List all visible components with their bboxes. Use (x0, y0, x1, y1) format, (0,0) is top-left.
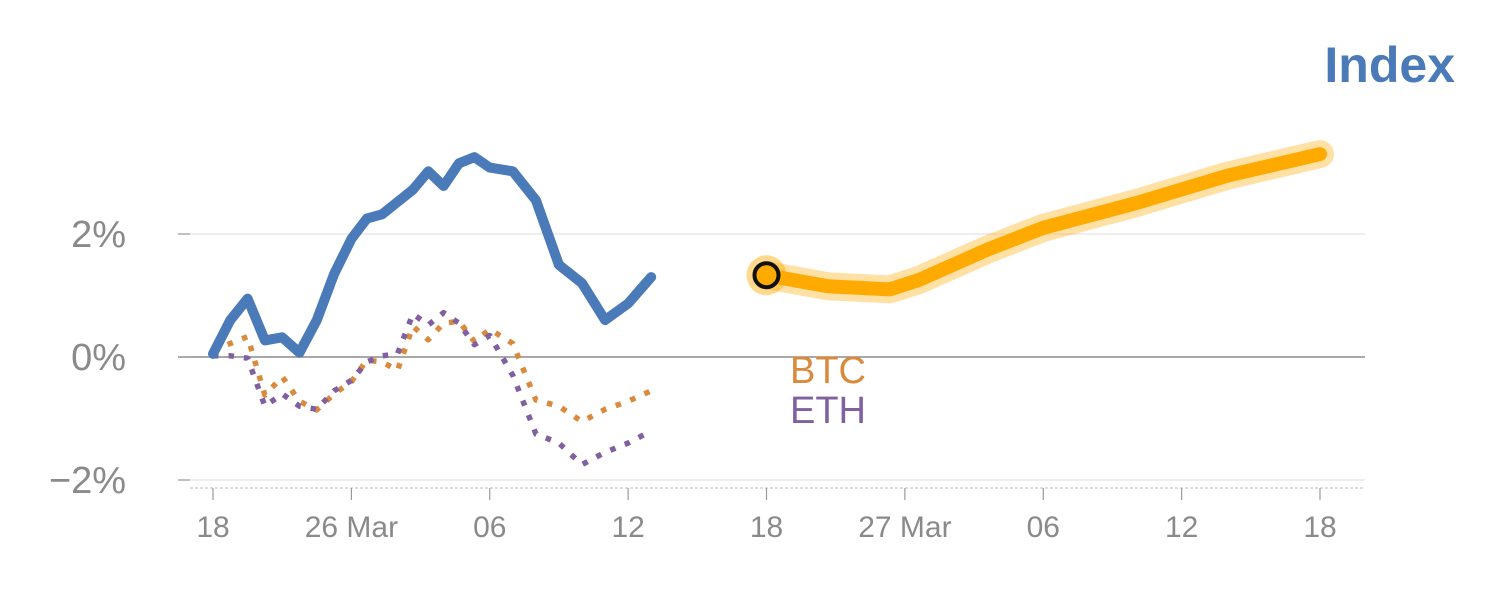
series-label-eth: ETH (790, 390, 866, 432)
chart-title: Index (1324, 37, 1455, 93)
series-line-index (208, 152, 657, 359)
x-tick-label: 12 (1165, 511, 1198, 544)
series-layer (208, 140, 1334, 468)
x-tick-label: 18 (1303, 511, 1336, 544)
x-tick-label: 27 Mar (858, 511, 951, 544)
x-tick-label: 18 (196, 511, 229, 544)
current-value-marker (752, 261, 781, 290)
x-tick-label: 12 (611, 511, 644, 544)
y-tick-label: 2% (71, 214, 126, 256)
grid-layer (178, 233, 1365, 481)
axis-layer: 2% 0% −2% 18 26 Mar 06 12 18 27 Mar 06 12 18 (49, 214, 1365, 544)
y-tick-label: −2% (49, 460, 126, 502)
x-tick-label: 06 (473, 511, 506, 544)
x-tick-label: 06 (1027, 511, 1060, 544)
y-tick-label: 0% (71, 337, 126, 379)
x-tick-label: 26 Mar (305, 511, 398, 544)
series-line-index-projection (759, 147, 1327, 297)
x-tick-label: 18 (750, 511, 783, 544)
series-label-btc: BTC (790, 350, 866, 392)
